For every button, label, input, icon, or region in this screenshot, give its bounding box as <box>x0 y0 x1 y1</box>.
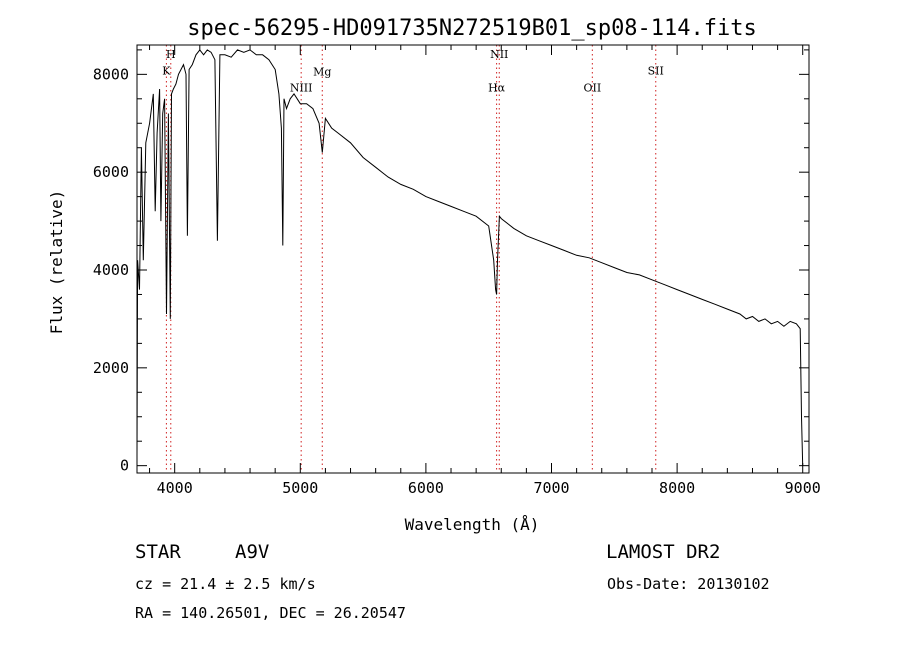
object-type: STAR <box>135 541 181 563</box>
x-tick-label: 7000 <box>533 479 569 497</box>
spectral-line-label: NIII <box>290 81 313 94</box>
y-tick-label: 2000 <box>93 359 129 377</box>
coordinates: RA = 140.26501, DEC = 26.20547 <box>135 604 406 622</box>
y-tick-label: 0 <box>120 457 129 475</box>
chart-title: spec-56295-HD091735N272519B01_sp08-114.f… <box>187 16 757 41</box>
observation-date: Obs-Date: 20130102 <box>607 575 770 593</box>
x-tick-label: 5000 <box>282 479 318 497</box>
x-tick-label: 9000 <box>785 479 821 497</box>
y-tick-label: 8000 <box>93 65 129 83</box>
y-axis-label: Flux (relative) <box>47 190 66 335</box>
spectral-line-label: Hα <box>488 81 506 94</box>
spectrum-line <box>136 49 804 466</box>
survey-name: LAMOST DR2 <box>606 541 721 563</box>
x-axis-label: Wavelength (Å) <box>405 515 540 534</box>
y-tick-label: 4000 <box>93 261 129 279</box>
x-tick-label: 4000 <box>157 479 193 497</box>
plot-frame <box>136 44 810 474</box>
x-tick-label: 6000 <box>408 479 444 497</box>
spectral-line-label: OII <box>583 81 601 94</box>
y-tick-label: 6000 <box>93 163 129 181</box>
spectral-line-label: Mg <box>313 65 331 78</box>
spectral-line-label: H <box>166 48 176 61</box>
y-axis-ticks: 0 2000 4000 6000 8000 <box>93 49 809 475</box>
redshift-cz: cz = 21.4 ± 2.5 km/s <box>135 575 316 593</box>
spectral-subclass: A9V <box>235 541 270 563</box>
x-axis-ticks: 4000 5000 6000 7000 8000 9000 <box>149 45 821 497</box>
spectral-line-label: NII <box>490 48 508 61</box>
spectral-line-markers <box>165 45 657 473</box>
x-tick-label: 8000 <box>659 479 695 497</box>
spectral-line-label: K <box>162 64 171 77</box>
spectral-line-label: SII <box>648 64 664 77</box>
